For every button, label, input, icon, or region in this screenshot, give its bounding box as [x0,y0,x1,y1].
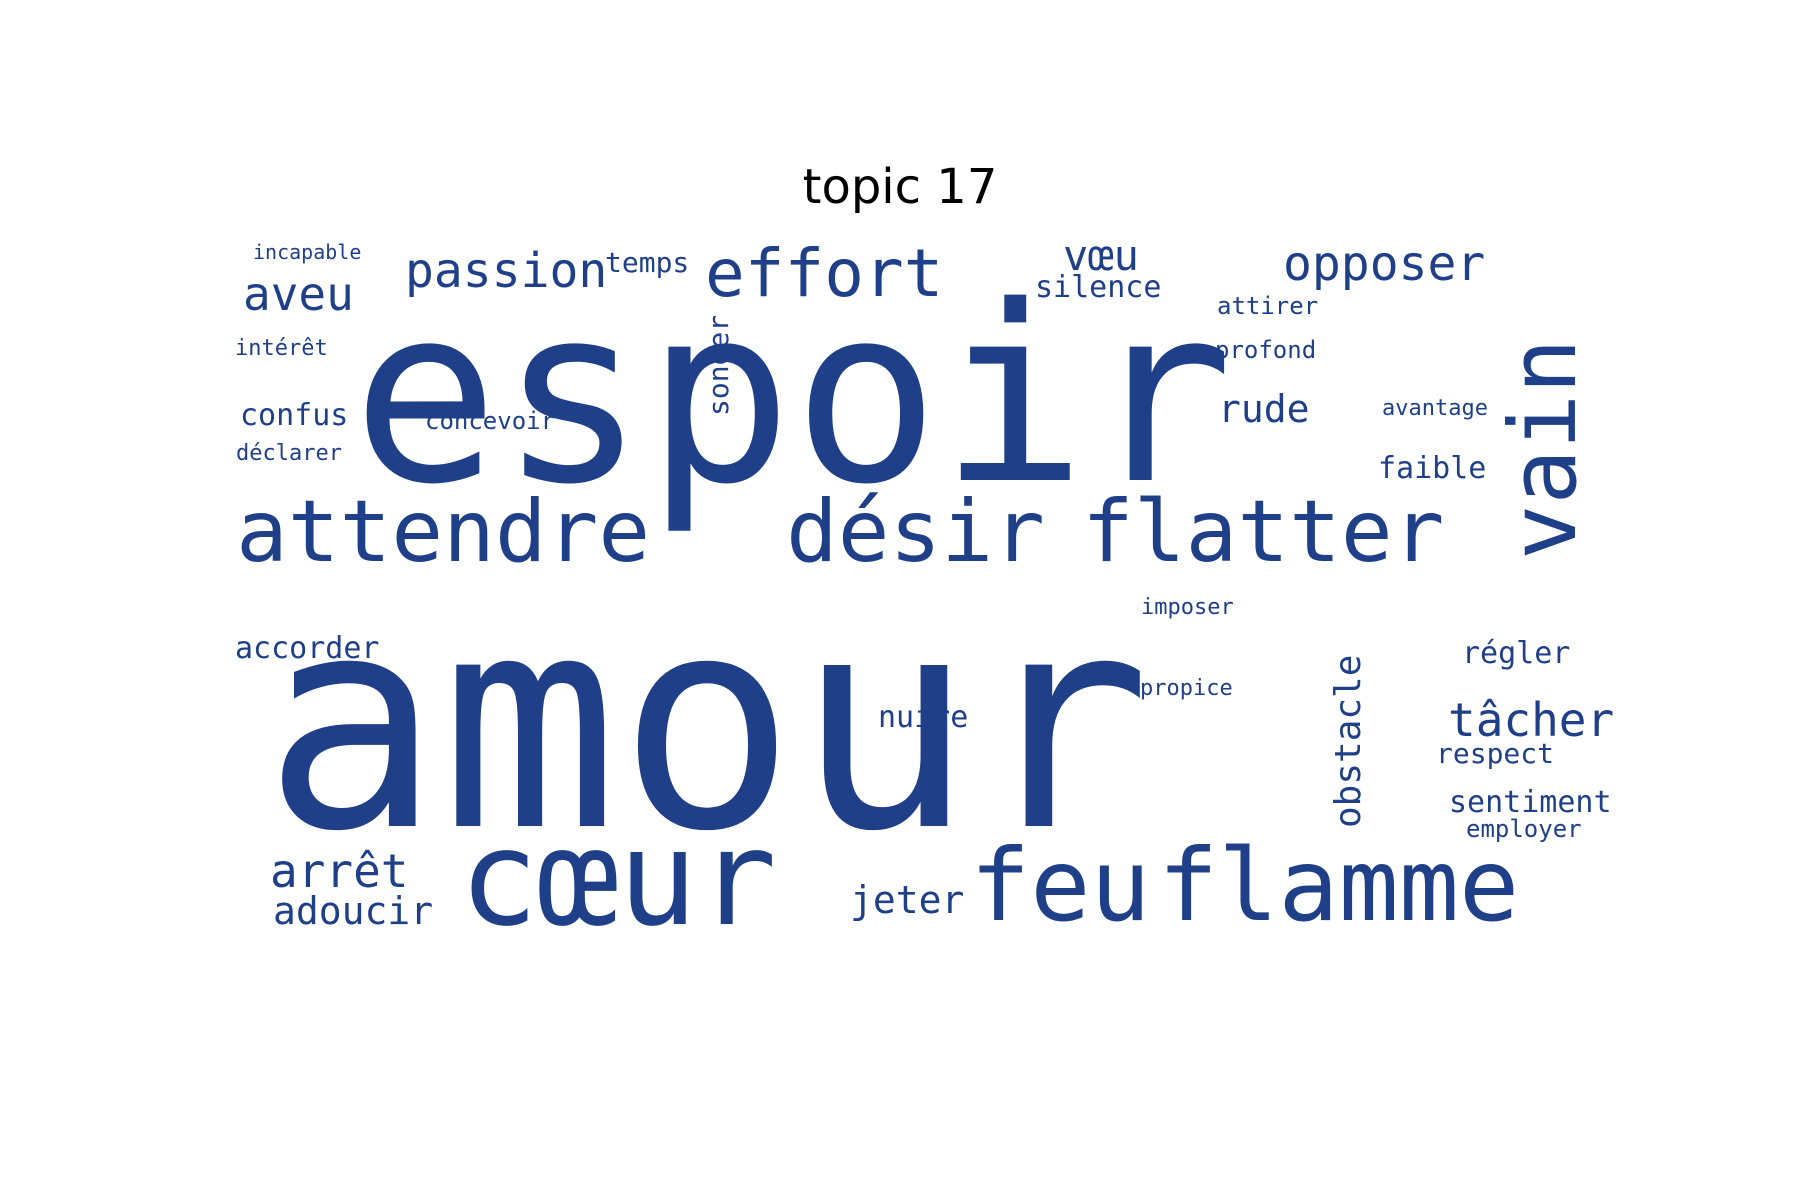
word-30: employer [1466,815,1582,843]
word-6: désir [786,482,1045,582]
word-3: flamme [1158,827,1519,944]
word-34: déclarer [236,441,342,466]
word-32: attirer [1217,292,1318,320]
word-17: rude [1218,387,1310,431]
word-4: feu [970,827,1151,944]
word-13: vœu [1063,231,1139,280]
word-16: tâcher [1448,693,1614,747]
word-39: incapable [253,240,361,264]
word-21: confus [240,398,348,433]
word-23: nuire [878,700,968,735]
word-19: jeter [850,878,964,922]
word-37: propice [1140,676,1233,701]
word-31: profond [1215,336,1316,364]
word-18: obstacle [1328,655,1369,828]
word-25: faible [1378,451,1486,486]
word-38: avantage [1382,396,1488,421]
word-28: songer [702,315,735,416]
word-2: cœur [459,802,777,956]
word-33: concevoir [425,407,555,435]
word-26: régler [1462,636,1570,671]
word-27: respect [1436,737,1554,770]
word-0: amour [263,552,1151,896]
word-11: opposer [1283,236,1485,292]
word-36: imposer [1141,595,1234,620]
word-12: aveu [243,267,354,321]
word-35: intérêt [235,336,328,361]
word-20: silence [1035,270,1161,305]
word-24: sentiment [1449,785,1612,820]
word-15: adoucir [273,889,433,933]
chart-title: topic 17 [802,159,998,215]
word-7: flatter [1082,482,1444,582]
word-8: vain [1490,338,1597,560]
word-22: accorder [235,631,380,666]
word-10: passion [405,243,607,299]
word-9: effort [705,235,943,312]
word-5: attendre [236,482,650,582]
word-14: arrêt [270,844,408,898]
word-1: espoir [352,254,1233,538]
word-29: temps [605,246,689,279]
